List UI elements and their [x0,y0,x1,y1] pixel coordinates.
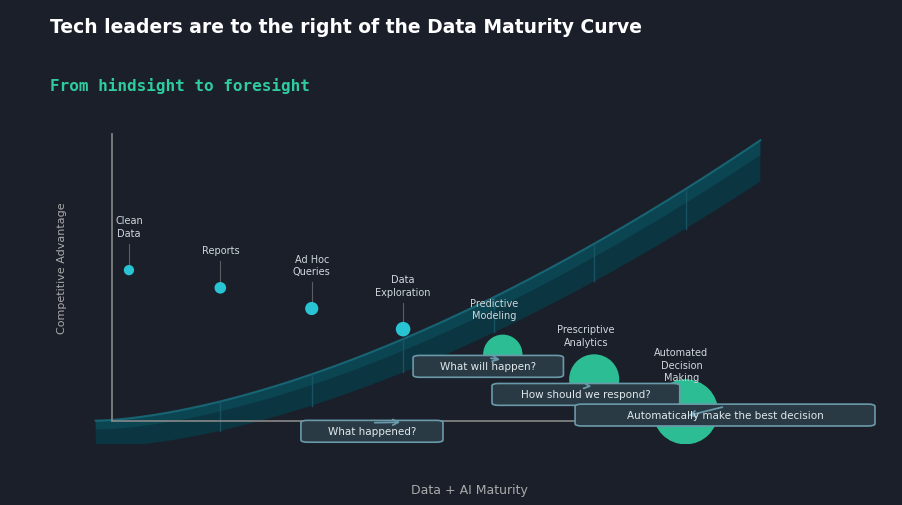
Text: Tech leaders are to the right of the Data Maturity Curve: Tech leaders are to the right of the Dat… [50,18,641,37]
Polygon shape [96,141,759,430]
Point [586,376,601,384]
Text: Data + AI Maturity: Data + AI Maturity [410,483,528,496]
Text: How should we respond?: How should we respond? [520,390,650,399]
Point [495,350,510,359]
FancyBboxPatch shape [412,356,563,378]
FancyBboxPatch shape [300,421,443,442]
Text: Competitive Advantage: Competitive Advantage [58,202,68,333]
Point [395,325,410,333]
FancyBboxPatch shape [492,384,679,406]
Text: Reports: Reports [201,246,239,256]
Text: Data
Exploration: Data Exploration [375,275,430,297]
Text: Clean
Data: Clean Data [115,216,143,238]
Text: Ad Hoc
Queries: Ad Hoc Queries [292,254,330,277]
Point [122,267,136,275]
Polygon shape [96,141,759,447]
Text: What happened?: What happened? [327,426,416,436]
Text: Automatically make the best decision: Automatically make the best decision [626,410,823,420]
Point [677,408,692,416]
FancyBboxPatch shape [575,405,874,426]
Point [213,284,227,292]
Text: Automated
Decision
Making: Automated Decision Making [654,348,708,383]
Point [304,305,318,313]
Text: Predictive
Modeling: Predictive Modeling [470,298,518,321]
Text: What will happen?: What will happen? [439,362,536,372]
Text: Prescriptive
Analytics: Prescriptive Analytics [557,325,614,347]
Text: From hindsight to foresight: From hindsight to foresight [50,78,309,94]
